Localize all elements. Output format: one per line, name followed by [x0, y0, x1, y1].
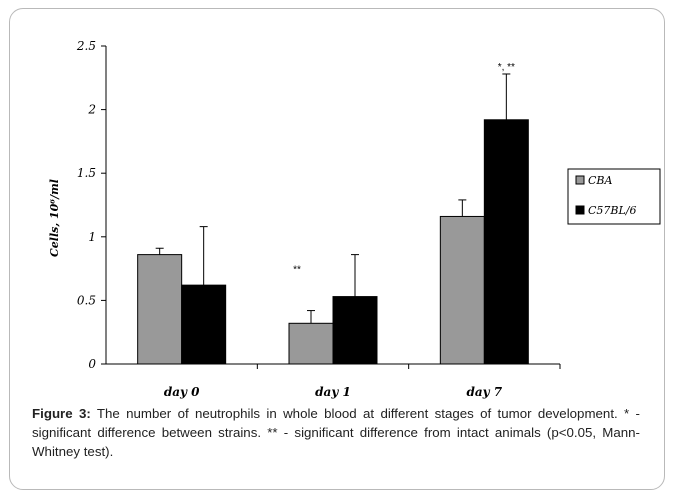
figure-caption: Figure 3: The number of neutrophils in w…	[32, 404, 640, 461]
bar-c57bl-6	[332, 296, 378, 365]
legend: CBA C57BL/6	[567, 168, 661, 225]
bar-c57bl-6	[181, 284, 227, 365]
y-tick-labels: 0 0.5 1 1.5 2 2.5	[76, 39, 96, 371]
y-tick-label: 2	[87, 103, 96, 117]
caption-text: The number of neutrophils in whole blood…	[32, 406, 640, 459]
legend-swatch	[575, 205, 585, 215]
y-tick-label: 0	[88, 357, 96, 371]
category-labels: day 0 day 1 day 7	[164, 385, 503, 399]
legend-swatch	[575, 175, 585, 185]
significance-annotation: **	[293, 264, 301, 275]
caption-label: Figure 3:	[32, 406, 91, 421]
category-label: day 1	[315, 385, 351, 399]
y-tick-label: 1.5	[77, 166, 96, 180]
category-label: day 7	[466, 385, 502, 399]
y-tick-label: 1	[88, 230, 96, 244]
bar-cba	[439, 215, 485, 365]
bar-c57bl-6	[483, 119, 529, 365]
category-label: day 0	[164, 385, 200, 399]
significance-annotation: *, **	[498, 62, 515, 73]
y-axis-label: Cells, 10⁶/ml	[48, 179, 61, 257]
figure-frame	[9, 8, 665, 490]
legend-label: C57BL/6	[588, 204, 637, 217]
y-tick-label: 0.5	[77, 293, 96, 307]
bar-chart: 0 0.5 1 1.5 2 2.5 day 0 day 1 day 7 ** *, ** CBA…	[48, 39, 661, 399]
bar-cba	[288, 322, 334, 365]
bar-cba	[137, 254, 183, 365]
legend-label: CBA	[588, 174, 613, 187]
bars	[137, 73, 529, 365]
y-tick-label: 2.5	[76, 39, 96, 53]
annotations: ** *, **	[293, 62, 515, 275]
